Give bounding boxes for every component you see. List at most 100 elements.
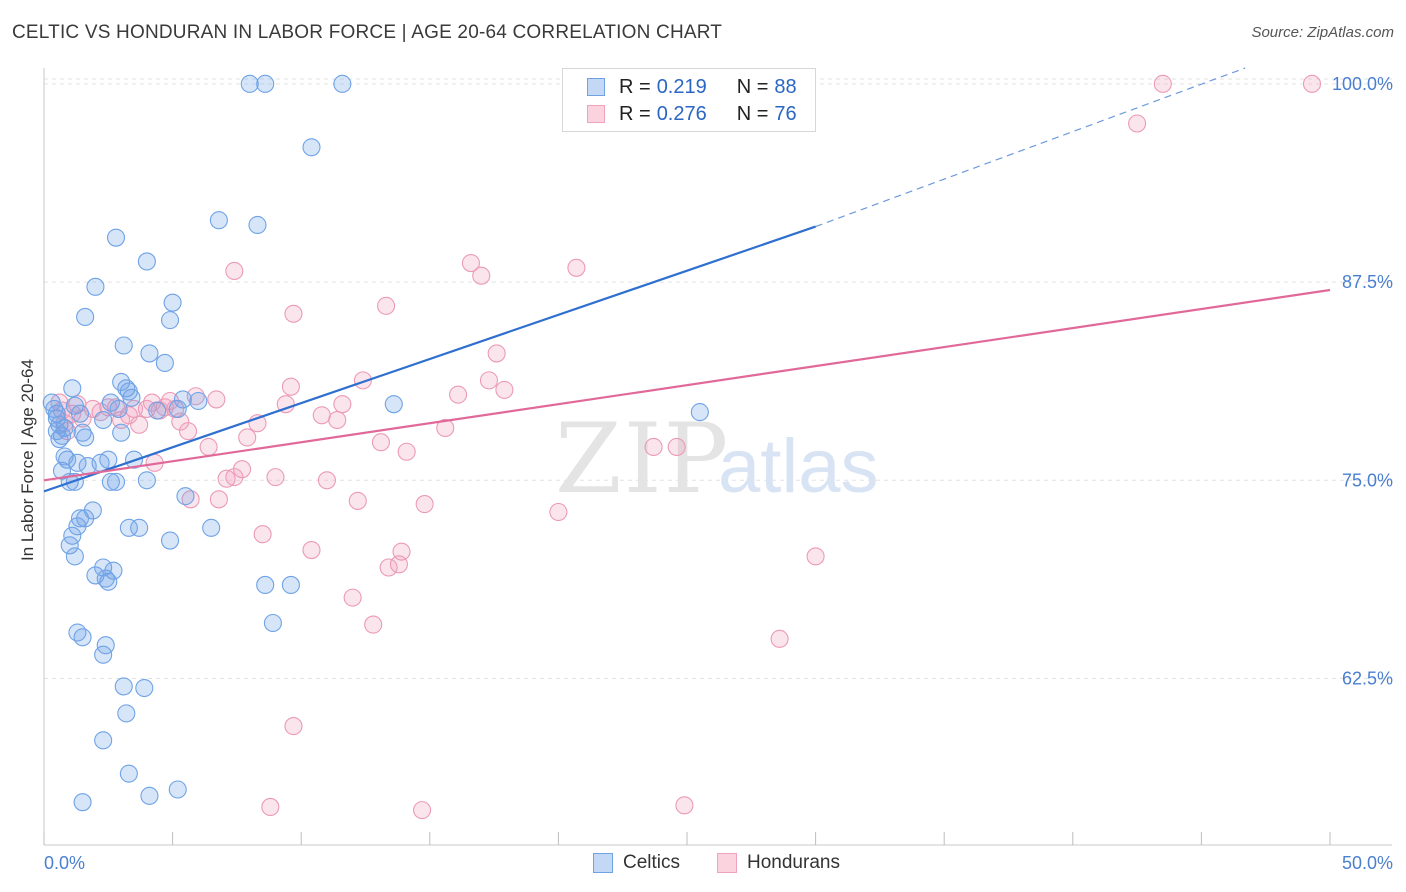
celtic-point	[160, 311, 180, 330]
celtic-point	[137, 252, 156, 271]
celtic-point	[140, 786, 159, 805]
honduran-point	[225, 261, 244, 281]
celtic-point	[117, 379, 136, 398]
honduran-point	[266, 468, 285, 487]
celtic-point	[76, 509, 95, 528]
celtic-points	[42, 74, 709, 812]
celtic-point	[140, 344, 159, 363]
celtic-point	[256, 74, 275, 93]
series-swatch-hondurans	[717, 853, 737, 873]
honduran-point	[302, 541, 321, 560]
celtic-point	[176, 487, 195, 506]
celtic-point	[202, 518, 221, 537]
honduran-point	[284, 717, 303, 736]
celtic-point	[73, 628, 92, 647]
honduran-point	[181, 490, 200, 509]
stats-legend: R = 0.219 N = 88 R = 0.276 N = 76	[562, 68, 816, 132]
legend-n-label: N =	[736, 102, 769, 125]
honduran-point	[377, 296, 396, 315]
celtic-point	[104, 561, 123, 580]
celtic-point	[160, 531, 180, 550]
watermark: ZIP atlas	[555, 403, 879, 515]
legend-n-value-honduran: 76	[774, 102, 797, 125]
honduran-point	[415, 495, 434, 514]
celtic-point	[122, 388, 141, 407]
honduran-point	[178, 422, 198, 441]
honduran-point	[317, 471, 336, 490]
honduran-point	[130, 415, 149, 434]
celtic-point	[240, 74, 259, 93]
honduran-point	[217, 469, 236, 488]
y-tick-label: 62.5%	[1342, 669, 1393, 689]
honduran-point	[567, 258, 586, 277]
honduran-point	[667, 437, 686, 457]
honduran-point	[238, 428, 257, 447]
celtic-point	[94, 645, 113, 664]
x-tick-label-max: 50.0%	[1342, 853, 1393, 873]
axes	[43, 68, 1392, 846]
series-swatch-celtics	[593, 853, 613, 873]
celtic-point	[117, 704, 136, 723]
celtic-point	[168, 780, 187, 799]
celtic-point	[130, 518, 149, 537]
celtic-point	[173, 390, 192, 409]
chart-title: CELTIC VS HONDURAN IN LABOR FORCE | AGE …	[12, 22, 723, 43]
honduran-point	[487, 344, 506, 363]
celtic-point	[168, 399, 187, 418]
celtic-point	[263, 613, 282, 633]
honduran-point	[209, 490, 228, 509]
celtic-point	[65, 547, 84, 566]
legend-r-label: R =	[619, 102, 651, 125]
honduran-point	[232, 460, 252, 479]
honduran-point	[276, 395, 295, 414]
x-tick-labels: 0.0% 50.0%	[44, 853, 1393, 873]
celtic-point	[137, 471, 156, 490]
celtic-point	[73, 423, 92, 442]
x-tick-label-min: 0.0%	[44, 853, 85, 873]
celtic-point	[68, 453, 87, 472]
honduran-point	[364, 615, 383, 634]
celtic-point	[114, 677, 133, 696]
honduran-point	[549, 502, 568, 522]
honduran-point	[312, 406, 331, 425]
celtic-point	[94, 410, 113, 430]
gridlines	[44, 78, 1392, 679]
watermark-zip: ZIP	[555, 403, 730, 515]
legend-r-value-celtic: 0.219	[656, 75, 707, 98]
honduran-point	[1128, 114, 1147, 133]
honduran-point	[397, 442, 416, 461]
celtic-point	[52, 426, 72, 445]
series-label-celtics: Celtics	[623, 852, 681, 873]
legend-swatch-celtic	[587, 78, 605, 96]
honduran-point	[261, 797, 280, 816]
celtic-point	[63, 379, 82, 398]
honduran-point	[333, 395, 352, 414]
celtic-point	[99, 572, 118, 591]
celtic-point	[68, 623, 87, 642]
series-legend-celtics: Celtics	[593, 852, 680, 874]
honduran-point	[253, 525, 272, 544]
celtic-point	[109, 399, 128, 418]
legend-swatch-honduran	[587, 105, 605, 123]
y-tick-label: 100.0%	[1332, 74, 1393, 94]
honduran-point	[328, 410, 347, 430]
honduran-point	[472, 266, 491, 285]
watermark-atlas: atlas	[718, 424, 879, 509]
celtic-point	[302, 138, 321, 157]
celtic-point	[119, 764, 138, 783]
celtic-point	[119, 518, 138, 537]
celtic-point	[101, 472, 120, 491]
celtic-point	[384, 395, 403, 414]
honduran-point	[644, 437, 663, 457]
honduran-point	[436, 418, 455, 438]
celtic-point	[70, 404, 90, 423]
honduran-point	[1153, 74, 1172, 93]
celtic-point	[99, 450, 118, 469]
honduran-point	[343, 588, 362, 607]
celtic-point	[114, 336, 133, 355]
honduran-point	[379, 558, 398, 577]
honduran-point	[207, 390, 226, 409]
legend-row-honduran: R = 0.276 N = 76	[587, 102, 803, 126]
y-tick-label: 87.5%	[1342, 272, 1393, 292]
